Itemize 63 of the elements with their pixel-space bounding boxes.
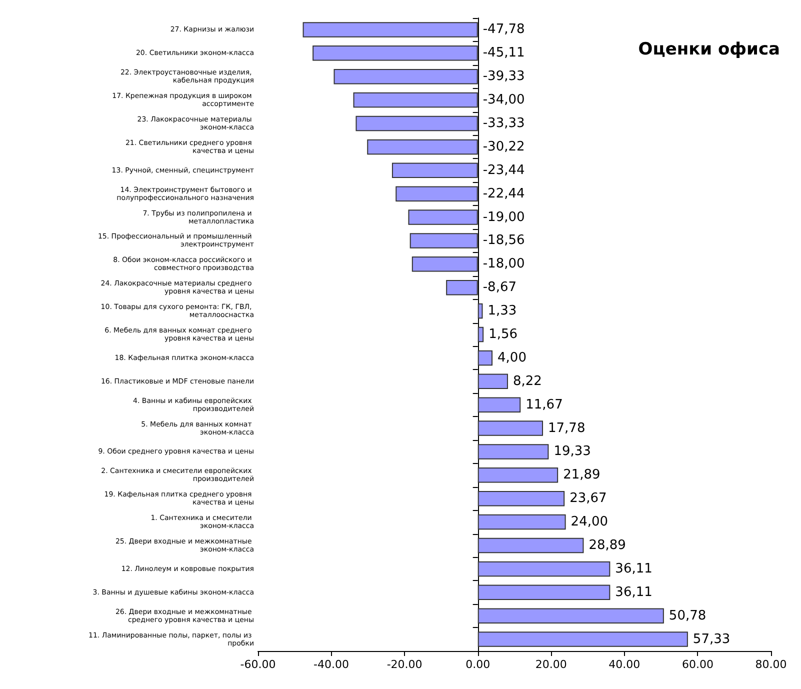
data-label: 1,33 (488, 304, 517, 319)
bar (334, 68, 478, 84)
x-tick-label: 20.00 (535, 658, 567, 671)
data-label: 21,89 (563, 468, 600, 483)
data-label: -47,78 (482, 22, 525, 38)
data-label: -45,11 (482, 46, 525, 61)
data-label: 23,67 (570, 491, 607, 506)
text: Оценки офиса (638, 40, 780, 60)
bar (446, 280, 478, 296)
data-label: -8,67 (482, 280, 516, 296)
data-label: 57,33 (692, 632, 730, 647)
bar (478, 608, 664, 624)
data-label: 19,33 (554, 444, 591, 460)
data-label: 24,00 (570, 514, 608, 530)
data-label: 8,22 (512, 374, 542, 389)
data-label: -18,00 (482, 256, 525, 272)
bar (367, 139, 478, 155)
x-tick-label: 0.00 (466, 658, 490, 671)
data-label: -18,56 (482, 233, 525, 248)
data-label: -33,33 (482, 116, 525, 131)
data-label: 4,00 (498, 350, 526, 366)
bar (478, 374, 508, 390)
bar (353, 92, 478, 108)
data-label: -30,22 (482, 139, 525, 154)
x-tick-label: 60.00 (682, 658, 714, 671)
bar (478, 444, 549, 460)
bar (478, 397, 521, 412)
x-tick-label: 40.00 (608, 658, 640, 671)
bar (478, 490, 565, 506)
data-label: 28,89 (588, 538, 626, 553)
bar (478, 514, 566, 530)
bar (412, 256, 478, 272)
bar (302, 22, 478, 38)
bar (392, 162, 478, 178)
bar (408, 210, 478, 225)
data-label: 36,11 (615, 584, 652, 600)
bar (478, 584, 610, 600)
data-label: -23,44 (482, 162, 525, 178)
bar (478, 538, 584, 554)
data-label: -19,00 (482, 210, 525, 225)
data-label: 1,56 (488, 327, 518, 342)
bar (478, 303, 483, 319)
bar (478, 561, 610, 577)
bar (478, 350, 493, 366)
bar (410, 233, 478, 248)
bar (478, 326, 484, 342)
bar (396, 186, 478, 202)
x-tick-label: 80.00 (755, 658, 787, 671)
data-label: 11,67 (526, 397, 563, 412)
x-tick-label: -60.00 (240, 658, 276, 671)
data-label: 36,11 (615, 561, 652, 576)
data-label: -39,33 (482, 69, 525, 84)
bar (478, 632, 688, 647)
bar (356, 116, 478, 132)
data-label: 50,78 (668, 608, 706, 624)
data-label: 17,78 (548, 420, 586, 436)
bar (478, 468, 558, 483)
x-tick-label: -20.00 (386, 658, 422, 671)
data-label: -22,44 (482, 186, 525, 202)
bar (478, 420, 544, 436)
data-label: -34,00 (482, 92, 525, 108)
bar (312, 46, 478, 61)
x-tick-label: -40.00 (314, 658, 350, 671)
